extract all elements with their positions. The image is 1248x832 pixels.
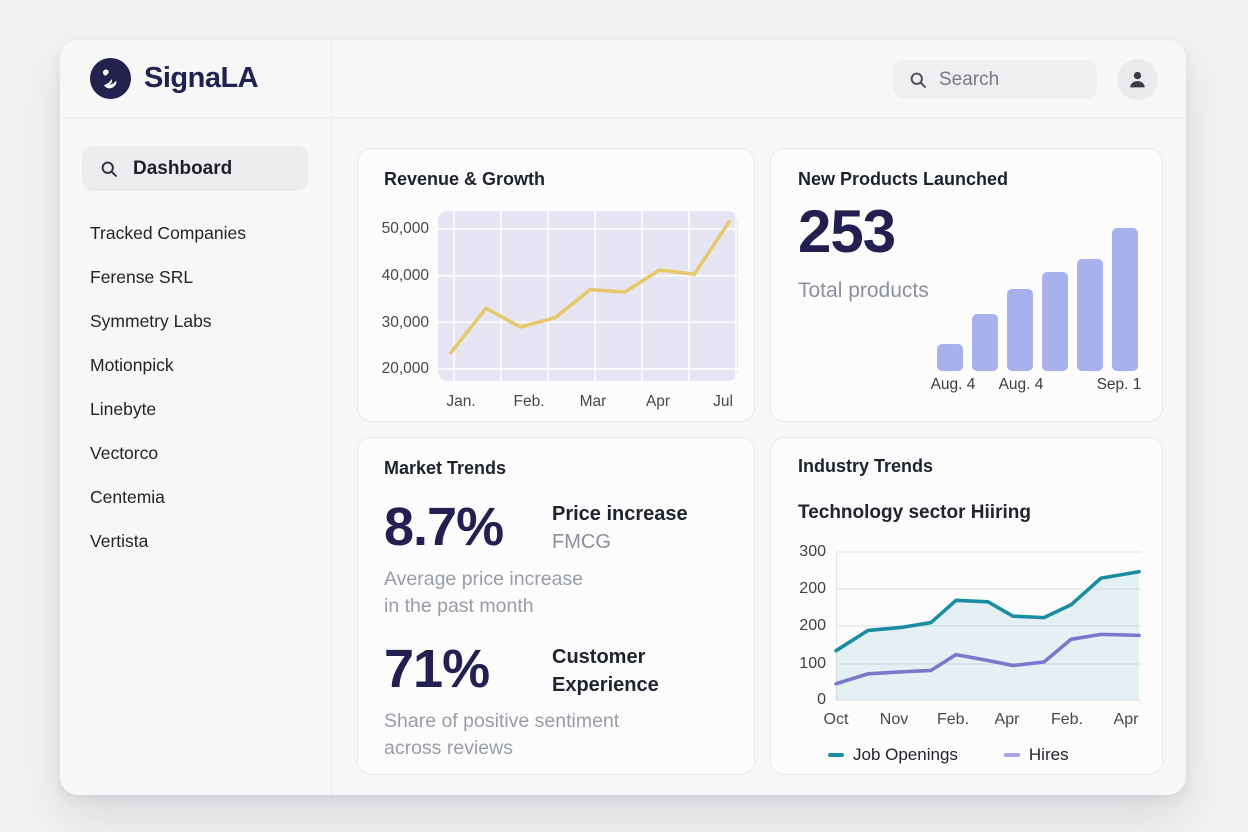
stat-label-line: Price increase — [552, 503, 688, 525]
brand[interactable]: SignaLA — [90, 40, 259, 117]
card-title: Revenue & Growth — [384, 169, 546, 189]
x-tick: Feb. — [513, 393, 545, 410]
y-tick: 100 — [799, 655, 826, 672]
sidebar-item-vertista[interactable]: Vertista — [90, 530, 149, 551]
market-trends-card: Market Trends 8.7% Price increase FMCG A… — [357, 437, 755, 775]
x-tick: Sep. 1 — [1096, 376, 1142, 393]
stat-sublabel: FMCG — [552, 531, 611, 553]
product-bar — [937, 344, 963, 371]
x-tick: Nov — [879, 711, 909, 728]
customer-experience-description: Share of positive sentiment across revie… — [384, 708, 619, 762]
products-bars — [937, 228, 1138, 371]
legend-dash-job-openings — [828, 752, 844, 758]
product-bar — [972, 314, 998, 371]
product-bar — [1112, 228, 1138, 371]
industry-y-axis: 300 200 200 100 0 — [771, 543, 826, 708]
industry-chart-svg — [834, 551, 1141, 701]
x-tick: Feb. — [1050, 711, 1084, 728]
app-window: SignaLA Search — [60, 40, 1186, 795]
stat-label-line: Customer — [552, 646, 646, 668]
legend-item-job-openings: Job Openings — [828, 745, 958, 765]
y-tick: 0 — [817, 691, 826, 708]
app-header: SignaLA Search — [60, 40, 1186, 117]
header-divider — [60, 117, 1186, 118]
legend-label: Job Openings — [853, 745, 958, 764]
revenue-y-axis: 50,000 40,000 30,000 20,000 — [358, 211, 429, 381]
card-title: Market Trends — [384, 458, 507, 478]
desc-line: Average price increase — [384, 568, 584, 590]
y-tick: 30,000 — [381, 314, 429, 331]
revenue-growth-card: Revenue & Growth 50,000 40,000 30,000 20… — [357, 148, 755, 422]
sidebar-item-ferense-srl[interactable]: Ferense SRL — [90, 266, 194, 287]
product-bar — [1077, 259, 1103, 371]
x-tick: Apr — [994, 711, 1020, 728]
logo-doodle-icon — [102, 69, 117, 89]
sidebar-item-symmetry-labs[interactable]: Symmetry Labs — [90, 310, 212, 331]
y-tick: 300 — [799, 543, 826, 560]
x-tick: Jul — [713, 393, 733, 410]
card-title: Industry Trends — [798, 456, 934, 476]
user-icon — [1127, 69, 1148, 90]
x-tick: Feb. — [936, 711, 970, 728]
y-tick: 40,000 — [381, 267, 429, 284]
x-tick: Oct — [823, 711, 849, 728]
price-increase-label: Price increase FMCG — [552, 500, 688, 556]
legend-item-hires: Hires — [1003, 745, 1069, 765]
search-icon — [99, 159, 119, 179]
x-tick: Jan. — [446, 393, 476, 410]
y-tick: 50,000 — [381, 220, 429, 237]
customer-experience-label: Customer Experience — [552, 643, 659, 699]
x-tick: Aug. 4 — [930, 376, 976, 393]
industry-chart-title: Technology sector Hiiring — [798, 502, 1031, 523]
x-tick: Apr — [645, 393, 671, 410]
y-tick: 20,000 — [381, 360, 429, 377]
sidebar-divider — [331, 40, 332, 795]
revenue-x-axis: Jan. Feb. Mar Apr Jul — [438, 393, 738, 413]
price-increase-value: 8.7% — [384, 497, 504, 557]
y-tick: 200 — [799, 617, 826, 634]
product-bar — [1007, 289, 1033, 371]
search-icon — [908, 70, 928, 90]
product-bar — [1042, 272, 1068, 371]
industry-x-axis: Oct Nov Feb. Apr Feb. Apr — [824, 711, 1141, 731]
x-tick: Apr — [1113, 711, 1139, 728]
legend-dash-hires — [1003, 752, 1020, 758]
desc-line: across reviews — [384, 737, 513, 759]
header-search-input[interactable]: Search — [893, 60, 1097, 99]
industry-legend: Job Openings Hires — [828, 745, 1069, 765]
products-x-axis: Aug. 4 Aug. 4 Sep. 1 — [931, 376, 1142, 394]
sidebar-nav: Tracked Companies Ferense SRL Symmetry L… — [90, 211, 320, 563]
x-tick: Aug. 4 — [998, 376, 1044, 393]
dashboard-label: Dashboard — [133, 157, 233, 179]
user-avatar-button[interactable] — [1117, 59, 1158, 100]
signala-logo-icon — [90, 58, 131, 99]
industry-trends-card: Industry Trends Technology sector Hiirin… — [770, 437, 1163, 775]
sidebar-item-motionpick[interactable]: Motionpick — [90, 354, 174, 375]
card-title: New Products Launched — [798, 169, 1009, 189]
sidebar-item-vectorco[interactable]: Vectorco — [90, 442, 159, 463]
total-products-label: Total products — [798, 279, 929, 302]
desc-line: Share of positive sentiment — [384, 710, 620, 732]
brand-name: SignaLA — [144, 62, 259, 94]
search-placeholder: Search — [939, 68, 1000, 90]
legend-label: Hires — [1028, 745, 1069, 764]
x-tick: Mar — [579, 393, 607, 410]
sidebar-item-tracked-companies[interactable]: Tracked Companies — [90, 222, 246, 243]
sidebar-item-centemia[interactable]: Centemia — [90, 486, 165, 507]
dashboard-search-field[interactable]: Dashboard — [82, 146, 308, 191]
price-increase-description: Average price increase in the past month — [384, 566, 583, 620]
total-products-value: 253 — [798, 198, 896, 265]
new-products-card: New Products Launched 253 Total products… — [770, 148, 1163, 422]
revenue-chart-svg — [438, 211, 738, 381]
desc-line: in the past month — [384, 595, 534, 617]
customer-experience-value: 71% — [384, 639, 490, 699]
y-tick: 200 — [799, 580, 826, 597]
sidebar-item-linebyte[interactable]: Linebyte — [90, 398, 157, 419]
stat-label-line: Experience — [552, 674, 659, 696]
